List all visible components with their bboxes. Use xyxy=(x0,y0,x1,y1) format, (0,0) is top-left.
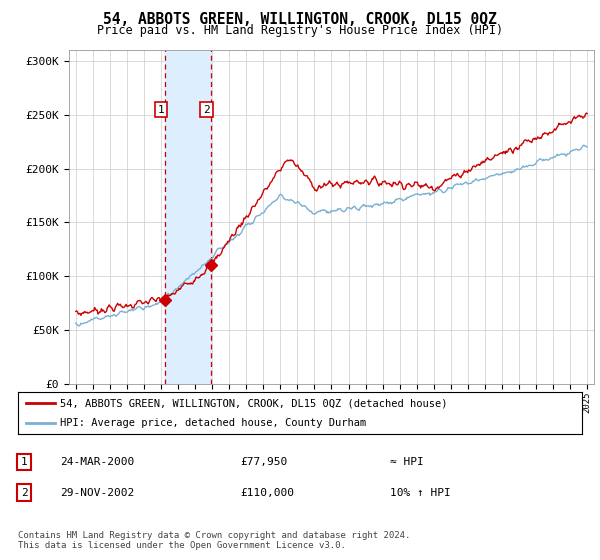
Text: 1: 1 xyxy=(20,457,28,467)
Text: 24-MAR-2000: 24-MAR-2000 xyxy=(60,457,134,467)
Text: ≈ HPI: ≈ HPI xyxy=(390,457,424,467)
Text: 1: 1 xyxy=(157,105,164,114)
Text: 2: 2 xyxy=(203,105,210,114)
Text: 2: 2 xyxy=(20,488,28,498)
Text: HPI: Average price, detached house, County Durham: HPI: Average price, detached house, Coun… xyxy=(60,418,367,428)
Text: Contains HM Land Registry data © Crown copyright and database right 2024.
This d: Contains HM Land Registry data © Crown c… xyxy=(18,530,410,550)
Text: 54, ABBOTS GREEN, WILLINGTON, CROOK, DL15 0QZ (detached house): 54, ABBOTS GREEN, WILLINGTON, CROOK, DL1… xyxy=(60,398,448,408)
Bar xyxy=(165,50,211,384)
Text: £110,000: £110,000 xyxy=(240,488,294,498)
Text: 29-NOV-2002: 29-NOV-2002 xyxy=(60,488,134,498)
Text: 10% ↑ HPI: 10% ↑ HPI xyxy=(390,488,451,498)
Text: Price paid vs. HM Land Registry's House Price Index (HPI): Price paid vs. HM Land Registry's House … xyxy=(97,24,503,37)
Text: 54, ABBOTS GREEN, WILLINGTON, CROOK, DL15 0QZ: 54, ABBOTS GREEN, WILLINGTON, CROOK, DL1… xyxy=(103,12,497,27)
Text: £77,950: £77,950 xyxy=(240,457,287,467)
